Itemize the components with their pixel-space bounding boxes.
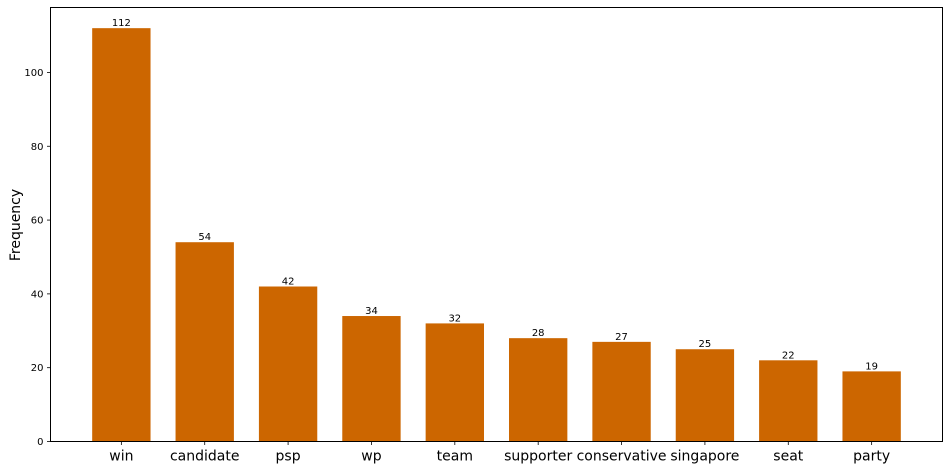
y-tick-label-20: 20 — [31, 363, 44, 374]
y-tick-label-100: 100 — [24, 68, 43, 79]
x-axis: win candidate psp wp team supporter conservati… — [109, 441, 890, 465]
y-axis-label: Frequency — [8, 189, 24, 261]
bar-value-label-singapore: 25 — [699, 339, 712, 350]
x-tick-label-supporter: supporter — [504, 449, 572, 465]
bar-psp — [258, 286, 318, 442]
bar-value-label-win: 112 — [112, 18, 131, 29]
x-tick-label-candidate: candidate — [170, 449, 240, 465]
x-tick-label-singapore: singapore — [670, 449, 739, 465]
bar-value-label-candidate: 54 — [198, 232, 211, 243]
x-tick-label-psp: psp — [276, 449, 301, 465]
y-tick-label-80: 80 — [31, 142, 44, 153]
bar-team — [425, 323, 484, 442]
bar-singapore — [675, 349, 735, 442]
x-tick-label-team: team — [437, 449, 473, 465]
bar-value-label-team: 32 — [448, 313, 461, 324]
plot-frame — [50, 7, 943, 442]
bar-value-labels: 112 54 42 34 32 28 27 25 22 19 — [112, 18, 878, 372]
bar-win — [92, 28, 151, 442]
bar-candidate — [175, 242, 234, 442]
bar-supporter — [509, 338, 568, 442]
y-axis: 0 20 40 60 80 100 — [24, 68, 51, 448]
y-tick-label-60: 60 — [31, 216, 44, 227]
bar-value-label-seat: 22 — [782, 350, 795, 361]
bar-seat — [759, 360, 818, 442]
bar-value-label-psp: 42 — [282, 277, 295, 288]
x-tick-label-wp: wp — [361, 449, 381, 465]
bar-conservative — [592, 341, 651, 442]
bars-layer — [92, 28, 901, 442]
bar-party — [842, 371, 901, 442]
bar-wp — [342, 316, 401, 442]
bar-value-label-conservative: 27 — [615, 332, 628, 343]
y-tick-label-0: 0 — [37, 437, 43, 448]
bar-value-label-wp: 34 — [365, 306, 378, 317]
bar-value-label-supporter: 28 — [532, 328, 545, 339]
y-tick-label-40: 40 — [31, 289, 44, 300]
x-tick-label-party: party — [853, 449, 890, 465]
x-tick-label-win: win — [109, 449, 133, 465]
x-tick-label-conservative: conservative — [577, 449, 667, 465]
x-tick-label-seat: seat — [773, 449, 803, 465]
bar-value-label-party: 19 — [865, 361, 878, 372]
